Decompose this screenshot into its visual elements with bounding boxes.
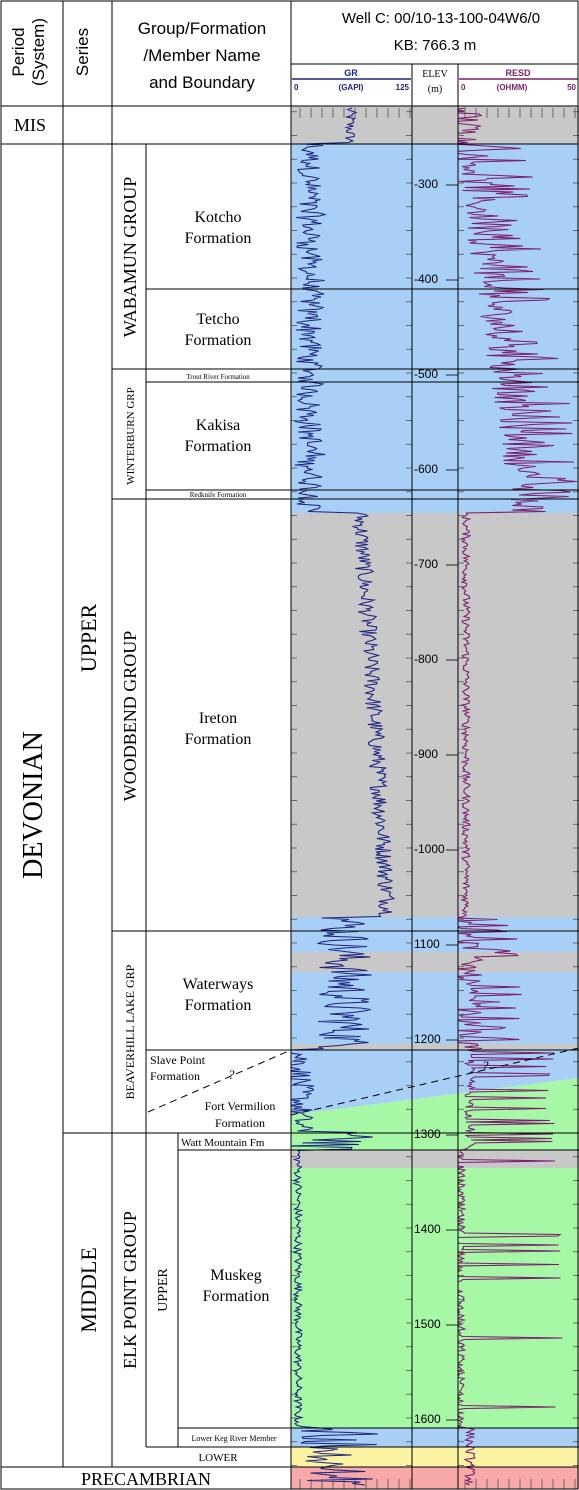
resd-track-max: 50 <box>567 83 576 92</box>
slave-point-dashed-left <box>147 1049 292 1113</box>
gr-track-header: GR 0 (GAPI) 125 <box>292 68 411 92</box>
formation-redknife: Redknife Formation <box>190 491 247 499</box>
lith-dolomite-fort-vermilion <box>291 1078 579 1150</box>
formation-boundaries <box>63 288 579 1448</box>
gr-track-unit: (GAPI) <box>339 83 364 92</box>
resd-track-unit: (OHMM) <box>497 83 528 92</box>
formation-ireton-line2: Formation <box>185 731 252 748</box>
question-mark-left: ? <box>228 1067 235 1082</box>
series-middle: MIDDLE <box>76 1247 101 1333</box>
group-wabamun: WABAMUN GROUP <box>120 177 140 338</box>
group-beaverhill-lake: BEAVERHILL LAKE GRP <box>123 964 137 1099</box>
resd-track-min: 0 <box>461 83 466 92</box>
formation-fort-vermilion-line2: Formation <box>215 1116 265 1130</box>
period-devonian: DEVONIAN <box>18 731 49 879</box>
header-group-line2: /Member Name <box>143 46 260 65</box>
lithology-fills <box>291 106 579 1489</box>
series-upper: UPPER <box>76 603 101 672</box>
mis-label: MIS <box>14 115 46 135</box>
depth-label: -500 <box>414 367 438 381</box>
depth-label: 1600 <box>414 1412 441 1426</box>
formation-waterways-line2: Formation <box>185 997 252 1014</box>
depth-label: -300 <box>414 177 438 191</box>
formation-muskeg-line2: Formation <box>203 1288 270 1305</box>
elev-track-unit: (m) <box>428 84 442 95</box>
formation-tetcho-line1: Tetcho <box>196 311 239 328</box>
formation-ireton-line1: Ireton <box>199 710 237 727</box>
depth-label: -900 <box>414 747 438 761</box>
lith-shale-2 <box>291 952 579 972</box>
formation-muskeg-line1: Muskeg <box>210 1267 262 1284</box>
well-title: Well C: 00/10-13-100-04W6/0 <box>342 10 540 27</box>
elev-track-header: ELEV (m) <box>422 69 448 95</box>
group-elk-point: ELK POINT GROUP <box>120 1211 140 1369</box>
gr-track-name: GR <box>344 68 358 78</box>
gr-log-curve <box>291 107 396 1486</box>
gr-track-min: 0 <box>294 83 299 92</box>
depth-label: -800 <box>414 652 438 666</box>
formation-kotcho-line2: Formation <box>185 230 252 247</box>
elk-point-upper: UPPER <box>156 1268 171 1312</box>
lith-limestone-upper <box>291 144 579 513</box>
depth-label: 1200 <box>414 1032 441 1046</box>
depth-label: -1000 <box>414 842 445 856</box>
header-series: Series <box>73 28 92 76</box>
resd-track-name: RESD <box>505 68 531 78</box>
formation-kakisa-line2: Formation <box>185 438 252 455</box>
formation-kakisa-line1: Kakisa <box>196 417 240 434</box>
elk-point-lower: LOWER <box>198 1452 238 1464</box>
lith-shale-3 <box>291 1044 579 1050</box>
formation-tetcho-line2: Formation <box>185 332 252 349</box>
depth-label: 1500 <box>414 1317 441 1331</box>
lith-limestone-1 <box>291 917 579 952</box>
group-woodbend: WOODBEND GROUP <box>120 631 140 802</box>
depth-label: -700 <box>414 557 438 571</box>
question-mark-chart: ? <box>482 1058 489 1073</box>
fort-vermilion-dashed-chart <box>290 1047 579 1116</box>
formation-lower-keg-river: Lower Keg River Member <box>191 1434 276 1443</box>
formation-trout-river: Trout River Formation <box>186 373 250 381</box>
formation-waterways-line1: Waterways <box>183 976 254 993</box>
elev-track-name: ELEV <box>422 69 448 80</box>
lith-basement <box>291 1467 579 1489</box>
lith-mis-top <box>291 106 579 144</box>
track-ticks <box>291 108 579 1489</box>
stratigraphic-labels: MIS PRECAMBRIAN DEVONIAN UPPER MIDDLE WA… <box>14 115 489 1489</box>
lith-dolomite-muskeg <box>291 1168 579 1428</box>
formation-slave-point-line2: Formation <box>150 1069 200 1083</box>
uncertain-boundaries <box>147 1047 579 1116</box>
precambrian-label: PRECAMBRIAN <box>81 1469 211 1489</box>
lith-evaporite-lower <box>291 1447 579 1467</box>
header-group-line1: Group/Formation <box>138 19 267 38</box>
lith-shale-watt <box>291 1150 579 1168</box>
header-group-line3: and Boundary <box>149 73 255 92</box>
group-winterburn: WINTERBURN GRP <box>125 387 137 484</box>
header: Period (System) Series Group/Formation /… <box>9 10 578 95</box>
depth-label: 1300 <box>414 1127 441 1141</box>
well-kb: KB: 766.3 m <box>394 37 477 54</box>
formation-watt-mountain: Watt Mountain Fm <box>181 1137 265 1149</box>
depth-label: -400 <box>414 272 438 286</box>
depth-label: 1400 <box>414 1222 441 1236</box>
formation-fort-vermilion-line1: Fort Vermilion <box>205 1099 276 1113</box>
depth-label: -600 <box>414 462 438 476</box>
formation-slave-point-line1: Slave Point <box>150 1053 206 1067</box>
resd-track-header: RESD 0 (OHMM) 50 <box>459 68 578 92</box>
lith-shale-ireton <box>291 513 579 917</box>
depth-label: 1100 <box>414 937 440 951</box>
depth-labels: -300 -400 -500 -600 -700 -800 -900 -1000 1100 120… <box>414 177 458 1426</box>
gr-track-max: 125 <box>396 83 410 92</box>
formation-kotcho-line1: Kotcho <box>194 209 241 226</box>
header-period-line1: Period <box>9 27 28 76</box>
header-period-line2: (System) <box>29 18 48 86</box>
